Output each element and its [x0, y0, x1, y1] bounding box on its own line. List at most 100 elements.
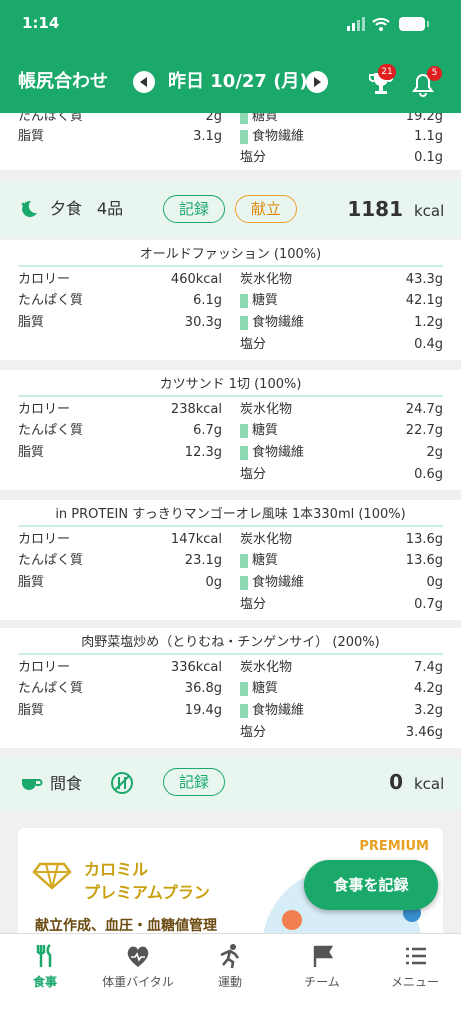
- nutrient-label: 塩分: [240, 597, 267, 612]
- nutrient-value: 6.1g: [193, 293, 222, 308]
- tab-icon[interactable]: [32, 943, 58, 969]
- next-day-button[interactable]: [306, 71, 328, 93]
- date-label: 昨日 10/27 (月): [168, 71, 308, 92]
- nutrient-value: 13.6g: [405, 532, 443, 547]
- nutrient-value: 6.7g: [193, 423, 222, 438]
- divider: [18, 653, 443, 655]
- nutrient-label: 食物繊維: [252, 315, 305, 330]
- tab-icon[interactable]: [309, 943, 335, 969]
- diamond-icon: [32, 852, 72, 892]
- nutrient-value: 336kcal: [170, 660, 222, 675]
- nutrient-label: カロリー: [18, 660, 71, 675]
- nutrient-label: 糖質: [252, 553, 279, 568]
- nutrient-value: 30.3g: [184, 315, 222, 330]
- nutrient-label: 食物繊維: [252, 445, 305, 460]
- promo-plan: プレミアムプラン: [84, 883, 210, 902]
- nutrient-value: 24.7g: [405, 402, 443, 417]
- record-button[interactable]: 記録: [163, 195, 225, 223]
- snack-label: 間食: [50, 774, 83, 793]
- nutrient-value: 0.4g: [414, 337, 443, 352]
- promo-brand: カロミル: [84, 860, 149, 879]
- moon-icon: [17, 198, 39, 220]
- nutrient-label: 炭水化物: [240, 402, 293, 417]
- bell-icon[interactable]: [411, 72, 435, 98]
- nutrient-label: たんぱく質: [18, 553, 84, 568]
- nutrient-value: 43.3g: [405, 272, 443, 287]
- fiber-marker: [240, 554, 248, 568]
- fiber-marker: [240, 446, 248, 460]
- divider: [18, 395, 443, 397]
- nutrient-value: 0.1g: [414, 150, 443, 165]
- nutrient-label: カロリー: [18, 272, 71, 287]
- record-button[interactable]: 記録: [163, 768, 225, 796]
- screen-title: 帳尻合わせ: [18, 71, 108, 92]
- food-name: in PROTEIN すっきりマンゴーオレ風味 1本330ml (100%): [55, 507, 406, 522]
- menu-button[interactable]: 献立: [235, 195, 297, 223]
- fiber-marker: [240, 576, 248, 590]
- nutrient-label: たんぱく質: [18, 423, 84, 438]
- snack-header: [0, 758, 461, 810]
- snack-unit: kcal: [414, 775, 445, 793]
- dinner-header: [0, 180, 461, 238]
- tab-label[interactable]: メニュー: [390, 975, 439, 989]
- fiber-marker: [240, 682, 248, 696]
- snack-total: 0: [389, 770, 403, 794]
- nutrient-label: たんぱく質: [18, 293, 84, 308]
- nutrient-label: カロリー: [18, 402, 71, 417]
- food-card[interactable]: [0, 240, 461, 360]
- nutrient-label: 脂質: [18, 315, 45, 330]
- nutrient-value: 7.4g: [414, 660, 443, 675]
- previous-day-button[interactable]: [133, 71, 155, 93]
- tab-label[interactable]: 運動: [217, 975, 242, 989]
- tab-label[interactable]: 食事: [32, 975, 57, 989]
- food-card[interactable]: [0, 500, 461, 620]
- nutrient-label: 塩分: [240, 337, 267, 352]
- food-name: カツサンド 1切 (100%): [159, 377, 302, 392]
- nutrient-value: 13.6g: [405, 553, 443, 568]
- previous-item-card: [0, 113, 461, 170]
- tab-label[interactable]: 体重バイタル: [102, 975, 174, 989]
- nutrient-label: 食物繊維: [252, 575, 305, 590]
- nutrient-value: 3.46g: [405, 725, 443, 740]
- nutrient-value: 4.2g: [414, 681, 443, 696]
- cup-icon: [19, 773, 43, 793]
- tab-icon[interactable]: [125, 943, 151, 969]
- nutrient-label: 塩分: [240, 467, 267, 482]
- nutrient-label: 脂質: [18, 703, 45, 718]
- food-name: 肉野菜塩炒め（とりむね・チンゲンサイ） (200%): [81, 635, 380, 650]
- status-icons: [345, 14, 445, 34]
- nutrient-value: 2g: [426, 445, 443, 460]
- nutrient-label: 炭水化物: [240, 532, 293, 547]
- nutrient-value: 3.2g: [414, 703, 443, 718]
- nutrient-label: 脂質: [18, 575, 45, 590]
- dinner-total: 1181: [347, 197, 403, 221]
- nutrient-label: 食物繊維: [252, 129, 305, 144]
- food-card[interactable]: [0, 370, 461, 490]
- record-meal-fab[interactable]: 食事を記録: [304, 860, 438, 910]
- nutrient-label: 糖質: [252, 423, 279, 438]
- nutrient-label: 炭水化物: [240, 660, 293, 675]
- food-card[interactable]: [0, 628, 461, 748]
- bell-badge: 5: [427, 66, 442, 81]
- nutrient-value: 0g: [426, 575, 443, 590]
- nutrient-label: 炭水化物: [240, 272, 293, 287]
- nutrient-value: 36.8g: [184, 681, 222, 696]
- status-time: 1:14: [22, 14, 60, 32]
- fiber-marker: [240, 316, 248, 330]
- nutrient-label: たんぱく質: [18, 681, 84, 696]
- tab-icon[interactable]: [217, 943, 243, 969]
- divider: [18, 525, 443, 527]
- nutrient-label: 塩分: [240, 150, 267, 165]
- tab-label[interactable]: チーム: [304, 975, 340, 989]
- nutrient-value: 42.1g: [405, 293, 443, 308]
- nutrient-value: 1.1g: [414, 129, 443, 144]
- nutrient-label: 糖質: [252, 681, 279, 696]
- dinner-label: 夕食: [50, 199, 83, 218]
- tab-icon[interactable]: [402, 943, 428, 969]
- trophy-badge: 21: [378, 64, 396, 80]
- nutrient-value: 19.4g: [184, 703, 222, 718]
- no-meal-icon[interactable]: [110, 771, 134, 795]
- nutrient-label: 糖質: [252, 293, 279, 308]
